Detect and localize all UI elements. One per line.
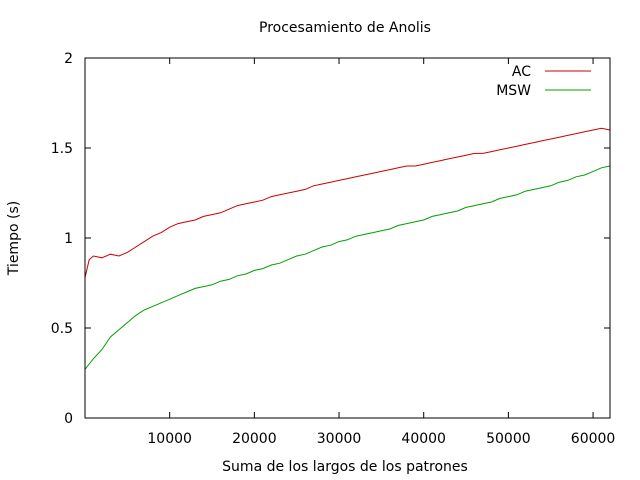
- series-line-msw: [84, 165, 611, 370]
- y-tick-label: 0.5: [51, 321, 73, 337]
- x-axis-label: Suma de los largos de los patrones: [222, 459, 468, 475]
- legend: AC MSW: [496, 64, 591, 99]
- y-tick-label: 1.5: [51, 141, 73, 157]
- x-tick-label: 10000: [147, 431, 192, 447]
- x-tick-label: 50000: [486, 431, 531, 447]
- y-axis-label: Tiempo (s): [6, 201, 22, 276]
- y-tick-label: 0: [64, 411, 73, 427]
- plot-frame: [84, 57, 611, 419]
- x-tick-label: 30000: [317, 431, 362, 447]
- x-tick-label: 20000: [232, 431, 277, 447]
- x-tick-label: 40000: [401, 431, 446, 447]
- series-line-ac: [84, 127, 611, 278]
- y-tick-label: 1: [64, 231, 73, 247]
- y-tick-label: 2: [64, 51, 73, 67]
- legend-label-msw: MSW: [496, 83, 531, 99]
- x-tick-label: 60000: [571, 431, 616, 447]
- ticks-layer: 0 0.5 1 1.5 2 10000 20000 30000 40000 50000 60000: [51, 51, 616, 447]
- legend-label-ac: AC: [512, 64, 531, 80]
- series-layer: [84, 127, 611, 370]
- chart-title: Procesamiento de Anolis: [259, 20, 431, 36]
